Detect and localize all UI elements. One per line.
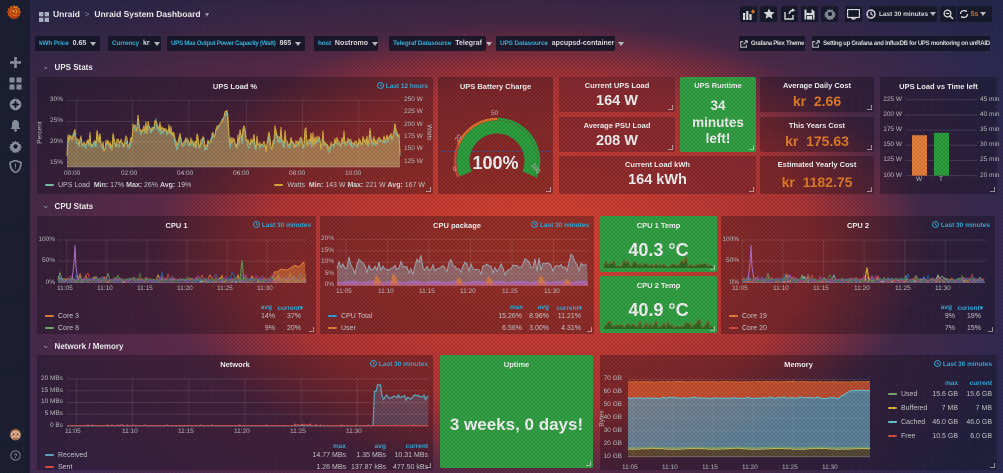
svg-text:?: ?	[14, 453, 18, 460]
svg-text:!: !	[14, 164, 16, 171]
